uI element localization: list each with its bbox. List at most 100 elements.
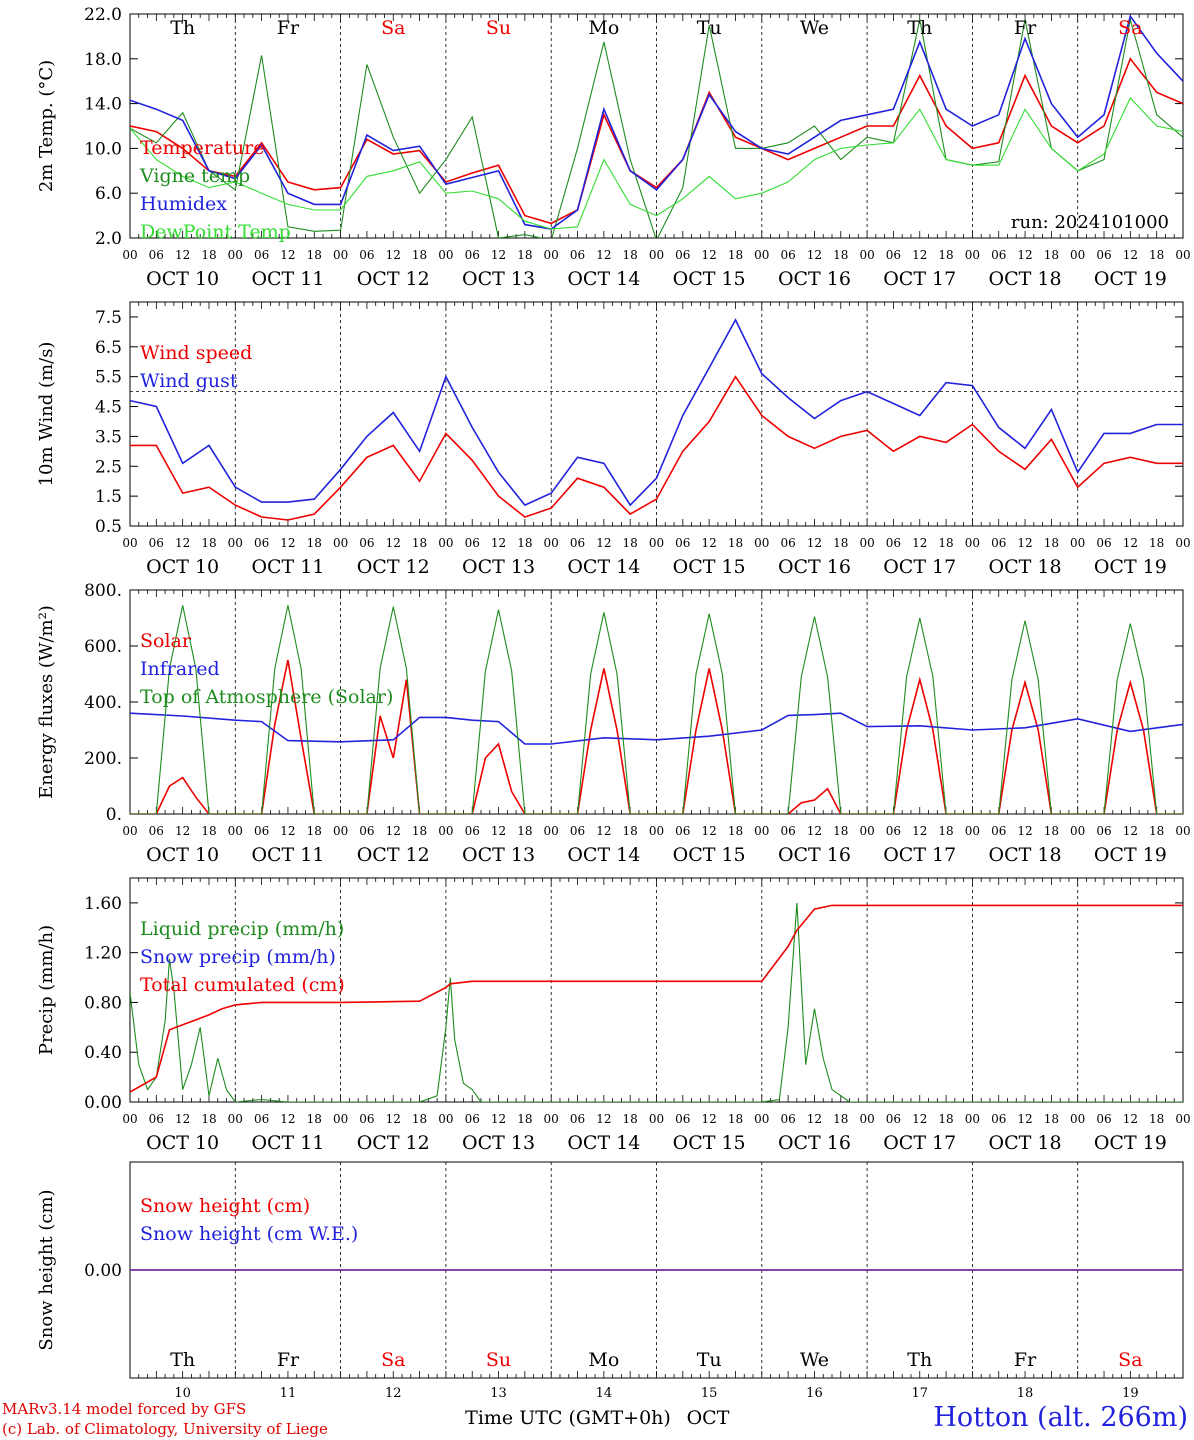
hour-tick-label: 18	[307, 248, 322, 262]
hour-tick-label: 06	[570, 1112, 585, 1126]
y-tick-label: 6.5	[95, 338, 122, 358]
hour-tick-label: 18	[833, 824, 848, 838]
hour-tick-label: 06	[1096, 536, 1111, 550]
date-label: OCT 11	[251, 844, 324, 866]
weekday-label: Tu	[697, 17, 722, 39]
date-label: OCT 11	[251, 1132, 324, 1154]
series-line	[130, 375, 1183, 521]
hour-tick-label: 18	[938, 1112, 953, 1126]
hour-tick-label: 06	[780, 248, 795, 262]
hour-tick-label: 00	[438, 536, 453, 550]
hour-tick-label: 00	[438, 248, 453, 262]
plot-frame	[129, 301, 1184, 527]
hour-tick-label: 06	[886, 536, 901, 550]
hour-tick-label: 12	[596, 248, 611, 262]
hour-tick-label: 12	[807, 824, 822, 838]
hour-tick-label: 12	[280, 248, 295, 262]
hour-tick-label: 06	[675, 536, 690, 550]
hour-tick-label: 06	[886, 1112, 901, 1126]
weekday-label: Th	[907, 17, 932, 39]
weekday-label: Sa	[381, 1349, 405, 1371]
hour-tick-label: 06	[359, 536, 374, 550]
hour-tick-label: 12	[702, 824, 717, 838]
hour-tick-label: 06	[675, 1112, 690, 1126]
date-label: OCT 15	[673, 844, 746, 866]
hour-tick-label: 00	[122, 1112, 137, 1126]
hour-tick-label: 06	[1096, 248, 1111, 262]
series-line	[130, 712, 1183, 745]
day-number-label: 17	[911, 1386, 928, 1401]
hour-tick-label: 18	[938, 248, 953, 262]
hour-tick-label: 18	[201, 824, 216, 838]
day-number-label: 18	[1017, 1386, 1034, 1401]
hour-tick-label: 06	[991, 248, 1006, 262]
hour-tick-label: 00	[649, 536, 664, 550]
y-tick-label: 800.	[84, 581, 122, 601]
hour-tick-label: 00	[649, 824, 664, 838]
hour-tick-label: 18	[833, 536, 848, 550]
y-axis-label: Energy fluxes (W/m²)	[36, 605, 57, 799]
hour-tick-label: 00	[649, 1112, 664, 1126]
legend-entry: Wind gust	[140, 370, 238, 392]
hour-tick-label: 18	[623, 1112, 638, 1126]
hour-tick-label: 00	[859, 248, 874, 262]
legend-entry: Snow height (cm)	[140, 1195, 310, 1217]
date-label: OCT 13	[462, 1132, 535, 1154]
hour-tick-label: 00	[754, 248, 769, 262]
weekday-label: Fr	[277, 17, 300, 39]
credit-line-1: MARv3.14 model forced by GFS	[2, 1400, 247, 1418]
hour-tick-label: 18	[1044, 824, 1059, 838]
hour-tick-label: 12	[1123, 248, 1138, 262]
hour-tick-label: 18	[623, 536, 638, 550]
hour-tick-label: 18	[307, 1112, 322, 1126]
hour-tick-label: 00	[965, 824, 980, 838]
series-line	[130, 57, 1183, 225]
y-tick-label: 400.	[84, 693, 122, 713]
y-tick-label: 18.0	[84, 50, 122, 70]
hour-tick-label: 00	[122, 248, 137, 262]
y-axis-label: 2m Temp. (°C)	[36, 60, 57, 192]
date-label: OCT 12	[357, 844, 430, 866]
date-label: OCT 19	[1094, 556, 1167, 578]
y-tick-label: 7.5	[95, 308, 122, 328]
y-tick-label: 2.0	[95, 229, 122, 249]
y-tick-label: 0.5	[95, 517, 122, 537]
date-label: OCT 16	[778, 556, 851, 578]
hour-tick-label: 00	[965, 1112, 980, 1126]
date-label: OCT 18	[989, 556, 1062, 578]
hour-tick-label: 00	[333, 1112, 348, 1126]
y-tick-label: 4.5	[95, 398, 122, 418]
hour-tick-label: 12	[386, 824, 401, 838]
date-label: OCT 13	[462, 844, 535, 866]
date-label: OCT 16	[778, 268, 851, 290]
weekday-label: Sa	[1118, 17, 1142, 39]
hour-tick-label: 12	[596, 536, 611, 550]
hour-tick-label: 18	[517, 1112, 532, 1126]
date-label: OCT 11	[251, 268, 324, 290]
hour-tick-label: 00	[1070, 824, 1085, 838]
y-tick-label: 0.00	[84, 1261, 122, 1281]
hour-tick-label: 06	[780, 536, 795, 550]
legend-entry: Liquid precip (mm/h)	[140, 918, 344, 940]
hour-tick-label: 12	[702, 1112, 717, 1126]
hour-tick-label: 00	[754, 536, 769, 550]
date-label: OCT 10	[146, 1132, 219, 1154]
hour-tick-label: 00	[1175, 248, 1190, 262]
day-number-label: 14	[596, 1386, 613, 1401]
hour-tick-label: 18	[833, 1112, 848, 1126]
hour-tick-label: 12	[1017, 248, 1032, 262]
hour-tick-label: 12	[491, 248, 506, 262]
hour-tick-label: 00	[228, 824, 243, 838]
date-label: OCT 13	[462, 268, 535, 290]
legend-entry: Vigne temp	[139, 165, 250, 187]
hour-tick-label: 06	[1096, 1112, 1111, 1126]
hour-tick-label: 06	[886, 824, 901, 838]
hour-tick-label: 00	[228, 1112, 243, 1126]
y-tick-label: 2.5	[95, 457, 122, 477]
date-label: OCT 11	[251, 556, 324, 578]
date-label: OCT 17	[883, 556, 956, 578]
hour-tick-label: 18	[201, 1112, 216, 1126]
hour-tick-label: 00	[1070, 1112, 1085, 1126]
hour-tick-label: 06	[991, 1112, 1006, 1126]
series-line	[130, 318, 1183, 507]
